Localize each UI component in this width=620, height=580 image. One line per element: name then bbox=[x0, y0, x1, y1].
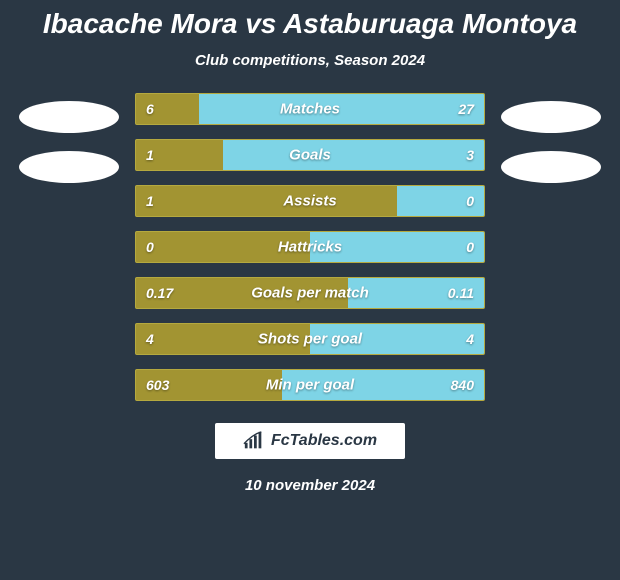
stat-label: Matches bbox=[280, 101, 340, 118]
brand-text: FcTables.com bbox=[271, 432, 377, 450]
stat-bar: 6 27 Matches bbox=[135, 93, 485, 125]
stat-left-value: 1 bbox=[146, 147, 154, 163]
left-logo-placeholder-1 bbox=[19, 101, 119, 133]
stats-bars: 6 27 Matches 1 3 Goals 1 0 Assists 0 0 Hattricks 0.1… bbox=[135, 93, 485, 401]
stat-bar-right-fill bbox=[199, 94, 484, 124]
stat-right-value: 0 bbox=[466, 193, 474, 209]
date-text: 10 november 2024 bbox=[245, 477, 375, 494]
subtitle: Club competitions, Season 2024 bbox=[195, 52, 425, 69]
stat-label: Hattricks bbox=[278, 239, 342, 256]
page-title: Ibacache Mora vs Astaburuaga Montoya bbox=[43, 8, 577, 40]
chart-icon bbox=[243, 431, 265, 451]
right-logo-placeholder-2 bbox=[501, 151, 601, 183]
stat-right-value: 3 bbox=[466, 147, 474, 163]
stat-bar: 603 840 Min per goal bbox=[135, 369, 485, 401]
stat-bar: 0.17 0.11 Goals per match bbox=[135, 277, 485, 309]
stat-label: Goals bbox=[289, 147, 331, 164]
stat-label: Shots per goal bbox=[258, 331, 362, 348]
left-player-column bbox=[17, 93, 121, 183]
stat-bar: 1 3 Goals bbox=[135, 139, 485, 171]
stat-left-value: 0 bbox=[146, 239, 154, 255]
stat-right-value: 840 bbox=[451, 377, 474, 393]
left-logo-placeholder-2 bbox=[19, 151, 119, 183]
stat-left-value: 6 bbox=[146, 101, 154, 117]
stat-bar-right-fill bbox=[223, 140, 484, 170]
comparison-chart: 6 27 Matches 1 3 Goals 1 0 Assists 0 0 Hattricks 0.1… bbox=[0, 93, 620, 401]
stat-label: Goals per match bbox=[251, 285, 369, 302]
brand-badge: FcTables.com bbox=[215, 423, 405, 459]
stat-left-value: 0.17 bbox=[146, 285, 173, 301]
stat-label: Assists bbox=[283, 193, 336, 210]
stat-left-value: 603 bbox=[146, 377, 169, 393]
stat-right-value: 0 bbox=[466, 239, 474, 255]
right-player-column bbox=[499, 93, 603, 183]
stat-bar: 1 0 Assists bbox=[135, 185, 485, 217]
stat-left-value: 1 bbox=[146, 193, 154, 209]
stat-right-value: 4 bbox=[466, 331, 474, 347]
stat-bar: 4 4 Shots per goal bbox=[135, 323, 485, 355]
stat-right-value: 27 bbox=[458, 101, 474, 117]
right-logo-placeholder-1 bbox=[501, 101, 601, 133]
stat-left-value: 4 bbox=[146, 331, 154, 347]
stat-right-value: 0.11 bbox=[448, 285, 474, 301]
stat-bar: 0 0 Hattricks bbox=[135, 231, 485, 263]
stat-label: Min per goal bbox=[266, 377, 354, 394]
